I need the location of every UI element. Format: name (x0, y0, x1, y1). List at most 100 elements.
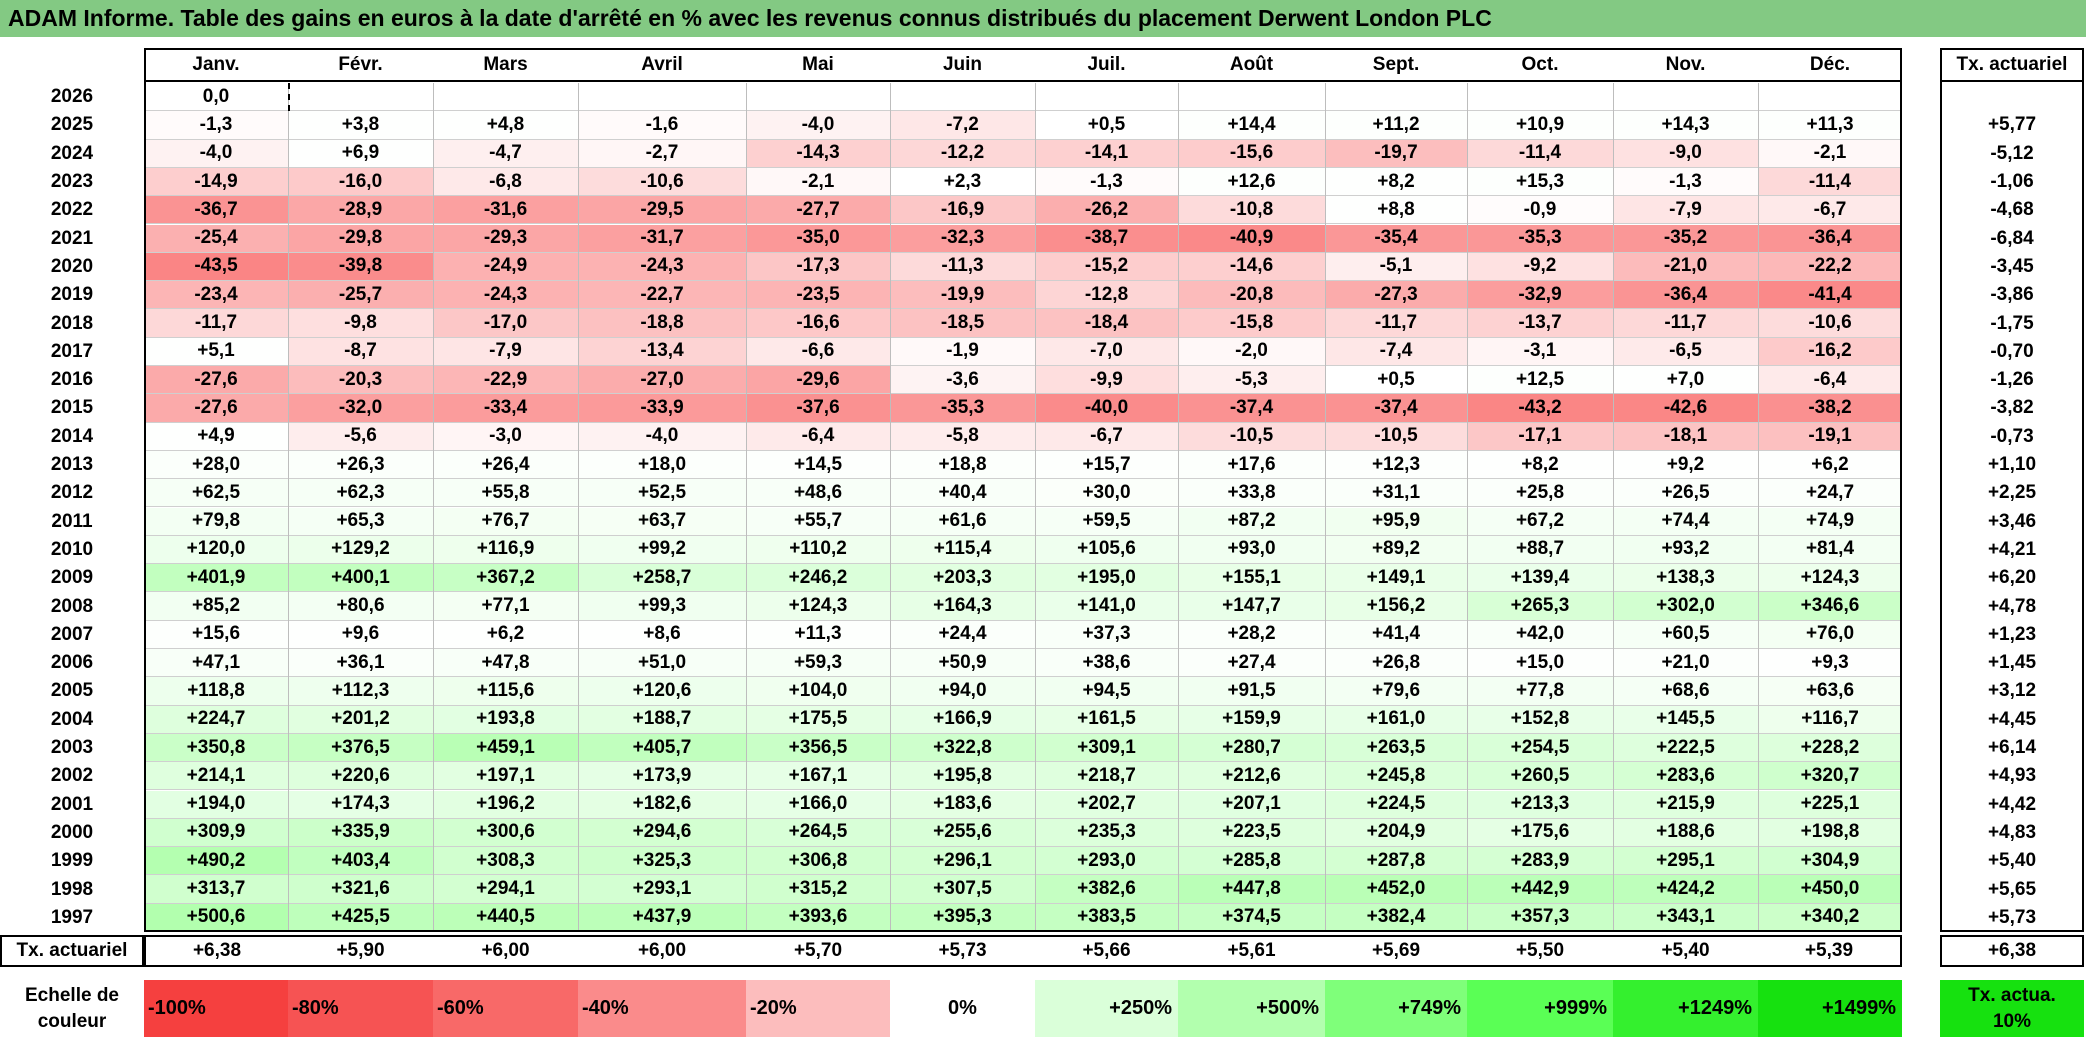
table-cell: +26,4 (433, 450, 578, 480)
table-cell: +15,7 (1035, 450, 1178, 480)
table-cell (288, 83, 433, 112)
table-cell (433, 83, 578, 112)
table-cell: +215,9 (1613, 790, 1758, 819)
table-cell: +357,3 (1467, 903, 1613, 932)
table-cell: -17,3 (746, 252, 890, 282)
table-cell: +12,5 (1467, 366, 1613, 395)
table-cell: -27,6 (144, 394, 288, 423)
table-cell: +28,2 (1178, 620, 1325, 649)
table-cell: +85,2 (144, 592, 288, 621)
scale-swatch: -40% (578, 980, 746, 1037)
table-cell: +322,8 (890, 733, 1035, 763)
footer-cell: +5,69 (1325, 935, 1467, 967)
table-cell: +63,7 (578, 507, 746, 536)
scale-swatch: +749% (1325, 980, 1467, 1037)
rate-cell: +4,83 (1987, 821, 2037, 843)
table-cell: -9,2 (1467, 252, 1613, 282)
table-cell: +203,3 (890, 564, 1035, 593)
table-cell: +74,9 (1758, 507, 1902, 536)
table-cell: +405,7 (578, 733, 746, 763)
table-cell: +24,4 (890, 620, 1035, 649)
row-year-label: 2021 (50, 227, 94, 249)
table-cell: +48,6 (746, 479, 890, 508)
footer-cell: +5,40 (1613, 935, 1758, 967)
table-cell: +188,7 (578, 705, 746, 734)
table-cell: +294,1 (433, 875, 578, 904)
column-separator (578, 83, 579, 932)
table-cell: +245,8 (1325, 762, 1467, 791)
table-cell: +79,8 (144, 507, 288, 536)
table-cell: -33,4 (433, 394, 578, 423)
table-cell: -18,5 (890, 309, 1035, 338)
table-cell: -26,2 (1035, 196, 1178, 225)
table-cell: -16,0 (288, 167, 433, 197)
table-cell: +213,3 (1467, 790, 1613, 819)
scale-swatch: -80% (288, 980, 433, 1037)
table-cell: +115,6 (433, 677, 578, 706)
table-cell: +188,6 (1613, 818, 1758, 848)
table-cell: -42,6 (1613, 394, 1758, 423)
table-cell: +202,7 (1035, 790, 1178, 819)
rate-header: Tx. actuariel (1940, 48, 2084, 82)
row-year-label: 2006 (50, 652, 94, 674)
table-cell (1758, 83, 1902, 112)
rate-cell: +5,73 (1987, 906, 2037, 928)
table-cell: -12,8 (1035, 281, 1178, 310)
table-cell: +195,8 (890, 762, 1035, 791)
table-cell: +196,2 (433, 790, 578, 819)
table-cell: -37,4 (1325, 394, 1467, 423)
table-cell: -25,7 (288, 281, 433, 310)
table-cell: +228,2 (1758, 733, 1902, 763)
table-cell: -14,9 (144, 167, 288, 197)
table-cell: -20,3 (288, 366, 433, 395)
table-cell: -6,7 (1758, 196, 1902, 225)
table-cell: +161,0 (1325, 705, 1467, 734)
table-cell: +28,0 (144, 450, 288, 480)
row-year-label: 2026 (50, 86, 94, 108)
scale-swatch: +500% (1178, 980, 1325, 1037)
table-cell: +306,8 (746, 847, 890, 876)
table-cell: +452,0 (1325, 875, 1467, 904)
table-cell: -11,7 (144, 309, 288, 338)
table-cell: -40,9 (1178, 224, 1325, 253)
column-header: Sept. (1325, 48, 1467, 82)
table-cell: +8,2 (1467, 450, 1613, 480)
table-cell: -10,6 (1758, 309, 1902, 338)
table-cell: +8,6 (578, 620, 746, 649)
table-cell: +159,9 (1178, 705, 1325, 734)
table-cell: -3,6 (890, 366, 1035, 395)
rate-cell: -3,86 (1990, 284, 2034, 306)
table-cell: -29,8 (288, 224, 433, 253)
table-cell: -36,4 (1613, 281, 1758, 310)
table-cell: +8,2 (1325, 167, 1467, 197)
table-cell: +21,0 (1613, 649, 1758, 678)
table-cell: +77,1 (433, 592, 578, 621)
table-cell: -31,7 (578, 224, 746, 253)
column-header: Mai (746, 48, 890, 82)
table-cell: +6,9 (288, 139, 433, 168)
rate-cell: +4,78 (1987, 595, 2037, 617)
table-cell: -35,3 (890, 394, 1035, 423)
row-year-label: 2020 (50, 255, 94, 277)
table-cell: +55,7 (746, 507, 890, 536)
table-cell: +95,9 (1325, 507, 1467, 536)
column-separator (1613, 83, 1614, 932)
table-cell: -15,6 (1178, 139, 1325, 168)
column-separator (1035, 83, 1036, 932)
table-cell: +174,3 (288, 790, 433, 819)
table-cell (1467, 83, 1613, 112)
table-cell: -6,6 (746, 337, 890, 366)
table-cell: +255,6 (890, 818, 1035, 848)
table-cell: +265,3 (1467, 592, 1613, 621)
table-cell: -1,9 (890, 337, 1035, 366)
scale-swatch: +1499% (1758, 980, 1902, 1037)
table-cell: +173,9 (578, 762, 746, 791)
table-cell: +2,3 (890, 167, 1035, 197)
table-cell: +167,1 (746, 762, 890, 791)
footer-rate-cell: +6,38 (1940, 935, 2084, 967)
table-cell: +198,8 (1758, 818, 1902, 848)
rate-cell: -6,84 (1990, 227, 2034, 249)
table-cell: -43,5 (144, 252, 288, 282)
column-header: Juin (890, 48, 1035, 82)
table-cell: -11,4 (1467, 139, 1613, 168)
